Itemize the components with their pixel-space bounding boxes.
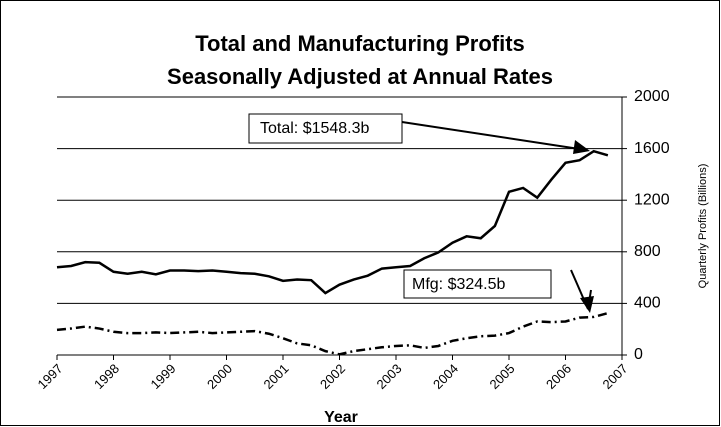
y-tick-label: 2000 [634, 88, 670, 105]
y-tick-label: 1200 [634, 191, 670, 208]
arrowhead [580, 296, 594, 313]
y-tick-label: 400 [634, 295, 661, 312]
y-tick-label: 0 [634, 346, 643, 363]
series-line [56, 149, 609, 295]
series-line [56, 311, 609, 356]
y-axis-label: Quarterly Profits (Billions) [697, 164, 709, 289]
annotation: Mfg: $324.5b [412, 276, 506, 293]
chart-title: Total and Manufacturing Profits [195, 31, 525, 56]
annotation-box [248, 113, 403, 144]
y-tick-label: 1600 [634, 140, 670, 157]
annotation-arrow [401, 121, 587, 151]
x-axis-label: Year [324, 409, 358, 426]
y-tick-label: 800 [634, 243, 661, 260]
chart-subtitle: Seasonally Adjusted at Annual Rates [167, 64, 553, 89]
arrowhead [573, 140, 590, 154]
annotation-box [403, 269, 552, 299]
annotation: Total: $1548.3b [260, 120, 370, 137]
